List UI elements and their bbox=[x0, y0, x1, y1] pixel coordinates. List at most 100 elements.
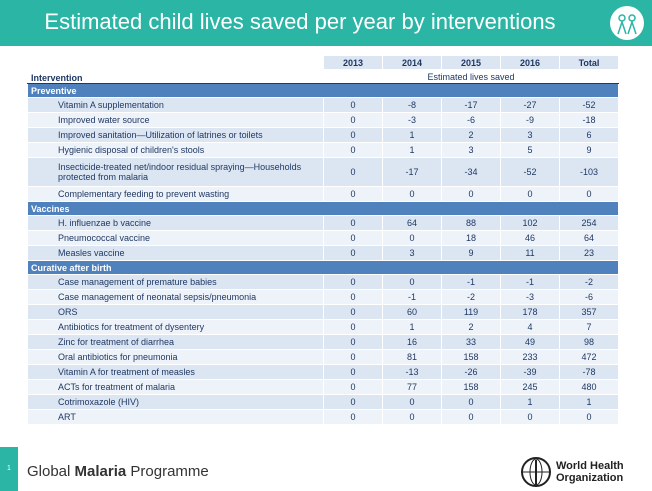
cell: 9 bbox=[441, 245, 501, 261]
cell: -18 bbox=[559, 112, 619, 128]
row-label: H. influenzae b vaccine bbox=[27, 215, 324, 231]
cell: 0 bbox=[323, 319, 383, 335]
data-row: Insecticide-treated net/indoor residual … bbox=[27, 157, 619, 187]
cell: 4 bbox=[500, 319, 560, 335]
section-name: Vaccines bbox=[27, 201, 619, 216]
cell: 46 bbox=[500, 230, 560, 246]
cell: 5 bbox=[500, 142, 560, 158]
cell: 0 bbox=[559, 409, 619, 425]
cell: -9 bbox=[500, 112, 560, 128]
cell: 0 bbox=[323, 274, 383, 290]
cell: -52 bbox=[500, 157, 560, 187]
data-row: Measles vaccine 0 3 9 11 23 bbox=[27, 245, 619, 261]
cell: 9 bbox=[559, 142, 619, 158]
cell: -39 bbox=[500, 364, 560, 380]
data-row: Cotrimoxazole (HIV) 0 0 0 1 1 bbox=[27, 394, 619, 410]
cell: 3 bbox=[441, 142, 501, 158]
icon bbox=[610, 6, 644, 40]
row-label: ACTs for treatment of malaria bbox=[27, 379, 324, 395]
cell: -26 bbox=[441, 364, 501, 380]
cell: 0 bbox=[323, 112, 383, 128]
data-row: Improved water source 0 -3 -6 -9 -18 bbox=[27, 112, 619, 128]
year-header: 2013 bbox=[323, 55, 383, 70]
cell: 0 bbox=[441, 186, 501, 202]
header-bar: Estimated child lives saved per year by … bbox=[0, 0, 652, 46]
cell: 0 bbox=[382, 274, 442, 290]
cell: -1 bbox=[382, 289, 442, 305]
cell: -2 bbox=[559, 274, 619, 290]
cell: 0 bbox=[323, 409, 383, 425]
cell: -34 bbox=[441, 157, 501, 187]
cell: -13 bbox=[382, 364, 442, 380]
year-header: 2014 bbox=[382, 55, 442, 70]
programme-part: Global bbox=[27, 463, 71, 480]
organization: World Health Organization bbox=[556, 460, 624, 484]
row-label: Case management of premature babies bbox=[27, 274, 324, 290]
data-row: Vitamin A supplementation 0 -8 -17 -27 -52 bbox=[27, 97, 619, 113]
cell: 0 bbox=[323, 379, 383, 395]
cell: 81 bbox=[382, 349, 442, 365]
cell: -1 bbox=[500, 274, 560, 290]
cell: 0 bbox=[323, 157, 383, 187]
data-row: ACTs for treatment of malaria 0 77 158 245 48… bbox=[27, 379, 619, 395]
cell: 1 bbox=[382, 319, 442, 335]
cell: -6 bbox=[559, 289, 619, 305]
cell: 0 bbox=[323, 394, 383, 410]
cell: 0 bbox=[323, 215, 383, 231]
cell: 1 bbox=[559, 394, 619, 410]
data-row: Antibiotics for treatment of dysentery 0 1… bbox=[27, 319, 619, 335]
cell: 1 bbox=[500, 394, 560, 410]
cell: 0 bbox=[382, 186, 442, 202]
row-label: Antibiotics for treatment of dysentery bbox=[27, 319, 324, 335]
cell: 49 bbox=[500, 334, 560, 350]
cell: 0 bbox=[441, 409, 501, 425]
cell: 0 bbox=[323, 289, 383, 305]
cell: 472 bbox=[559, 349, 619, 365]
cell: 16 bbox=[382, 334, 442, 350]
data-row: Complementary feeding to prevent wasting… bbox=[27, 186, 619, 202]
cell: -27 bbox=[500, 97, 560, 113]
data-row: Hygienic disposal of children's stools 0 1… bbox=[27, 142, 619, 158]
cell: -3 bbox=[500, 289, 560, 305]
row-label: Complementary feeding to prevent wasting bbox=[27, 186, 324, 202]
cell: 60 bbox=[382, 304, 442, 320]
row-label: Improved water source bbox=[27, 112, 324, 128]
cell: 2 bbox=[441, 127, 501, 143]
cell: 245 bbox=[500, 379, 560, 395]
row-label: Hygienic disposal of children's stools bbox=[27, 142, 324, 158]
cell: 1 bbox=[382, 142, 442, 158]
cell: 0 bbox=[323, 230, 383, 246]
cell: 98 bbox=[559, 334, 619, 350]
table: Intervention 2013 2014 2015 2016 Total Estimat… bbox=[27, 55, 619, 425]
cell: 0 bbox=[323, 97, 383, 113]
cell: 357 bbox=[559, 304, 619, 320]
row-label: Pneumococcal vaccine bbox=[27, 230, 324, 246]
cell: 0 bbox=[500, 186, 560, 202]
subheader: Estimated lives saved bbox=[323, 69, 619, 84]
row-label: Insecticide-treated net/indoor residual … bbox=[27, 157, 324, 187]
programme: Global Malaria Programme bbox=[27, 463, 209, 480]
cell: 158 bbox=[441, 349, 501, 365]
section-row: Preventive bbox=[27, 83, 619, 98]
cell: 3 bbox=[382, 245, 442, 261]
header-row: Intervention 2013 2014 2015 2016 Total bbox=[27, 55, 619, 84]
who-logo bbox=[521, 457, 551, 487]
cell: 0 bbox=[382, 230, 442, 246]
org-line: Organization bbox=[556, 472, 624, 484]
cell: 64 bbox=[382, 215, 442, 231]
cell: 1 bbox=[382, 127, 442, 143]
column-header: Intervention bbox=[27, 55, 324, 84]
row-label: ART bbox=[27, 409, 324, 425]
cell: 0 bbox=[559, 186, 619, 202]
cell: 0 bbox=[323, 364, 383, 380]
cell: 3 bbox=[500, 127, 560, 143]
cell: 102 bbox=[500, 215, 560, 231]
year-header: 2015 bbox=[441, 55, 501, 70]
cell: 88 bbox=[441, 215, 501, 231]
org-line: World Health bbox=[556, 460, 624, 472]
section-row: Curative after birth bbox=[27, 260, 619, 275]
cell: 23 bbox=[559, 245, 619, 261]
year-header: Total bbox=[559, 55, 619, 70]
data-row: Oral antibiotics for pneumonia 0 81 158 233 4… bbox=[27, 349, 619, 365]
